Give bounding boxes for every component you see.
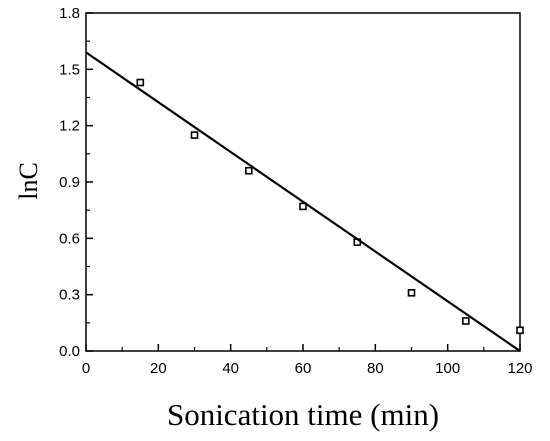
x-tick-label: 0 bbox=[82, 360, 90, 377]
y-tick-label: 1.5 bbox=[59, 61, 80, 78]
y-tick-label: 0.0 bbox=[59, 343, 80, 360]
data-point bbox=[299, 202, 307, 211]
y-axis-title: lnC bbox=[14, 162, 43, 200]
axis-tick-labels: 0 20 40 60 80 100 120 0.0 0.3 0.6 0.9 1.2 1.5 1.8 bbox=[59, 5, 532, 377]
axis-ticks bbox=[85, 12, 521, 352]
x-tick-label: 120 bbox=[507, 360, 532, 377]
y-tick-label: 0.6 bbox=[59, 230, 80, 247]
y-tick-label: 0.9 bbox=[59, 174, 80, 191]
data-point bbox=[245, 166, 253, 175]
y-tick-label: 1.8 bbox=[59, 5, 80, 22]
data-point bbox=[516, 326, 524, 335]
data-point bbox=[461, 317, 470, 325]
data-point bbox=[136, 78, 145, 87]
series-layer bbox=[85, 51, 524, 352]
fit-line bbox=[85, 51, 521, 352]
y-tick-label: 0.3 bbox=[59, 287, 80, 304]
x-axis-title: Sonication time (min) bbox=[167, 397, 439, 432]
x-tick-label: 80 bbox=[367, 360, 384, 377]
x-tick-label: 60 bbox=[295, 360, 312, 377]
plot-frame bbox=[85, 12, 521, 352]
x-tick-label: 20 bbox=[150, 360, 167, 377]
data-point bbox=[407, 288, 416, 297]
data-point bbox=[190, 131, 199, 139]
x-tick-label: 40 bbox=[222, 360, 239, 377]
x-tick-label: 100 bbox=[435, 360, 460, 377]
y-tick-label: 1.2 bbox=[59, 118, 80, 135]
